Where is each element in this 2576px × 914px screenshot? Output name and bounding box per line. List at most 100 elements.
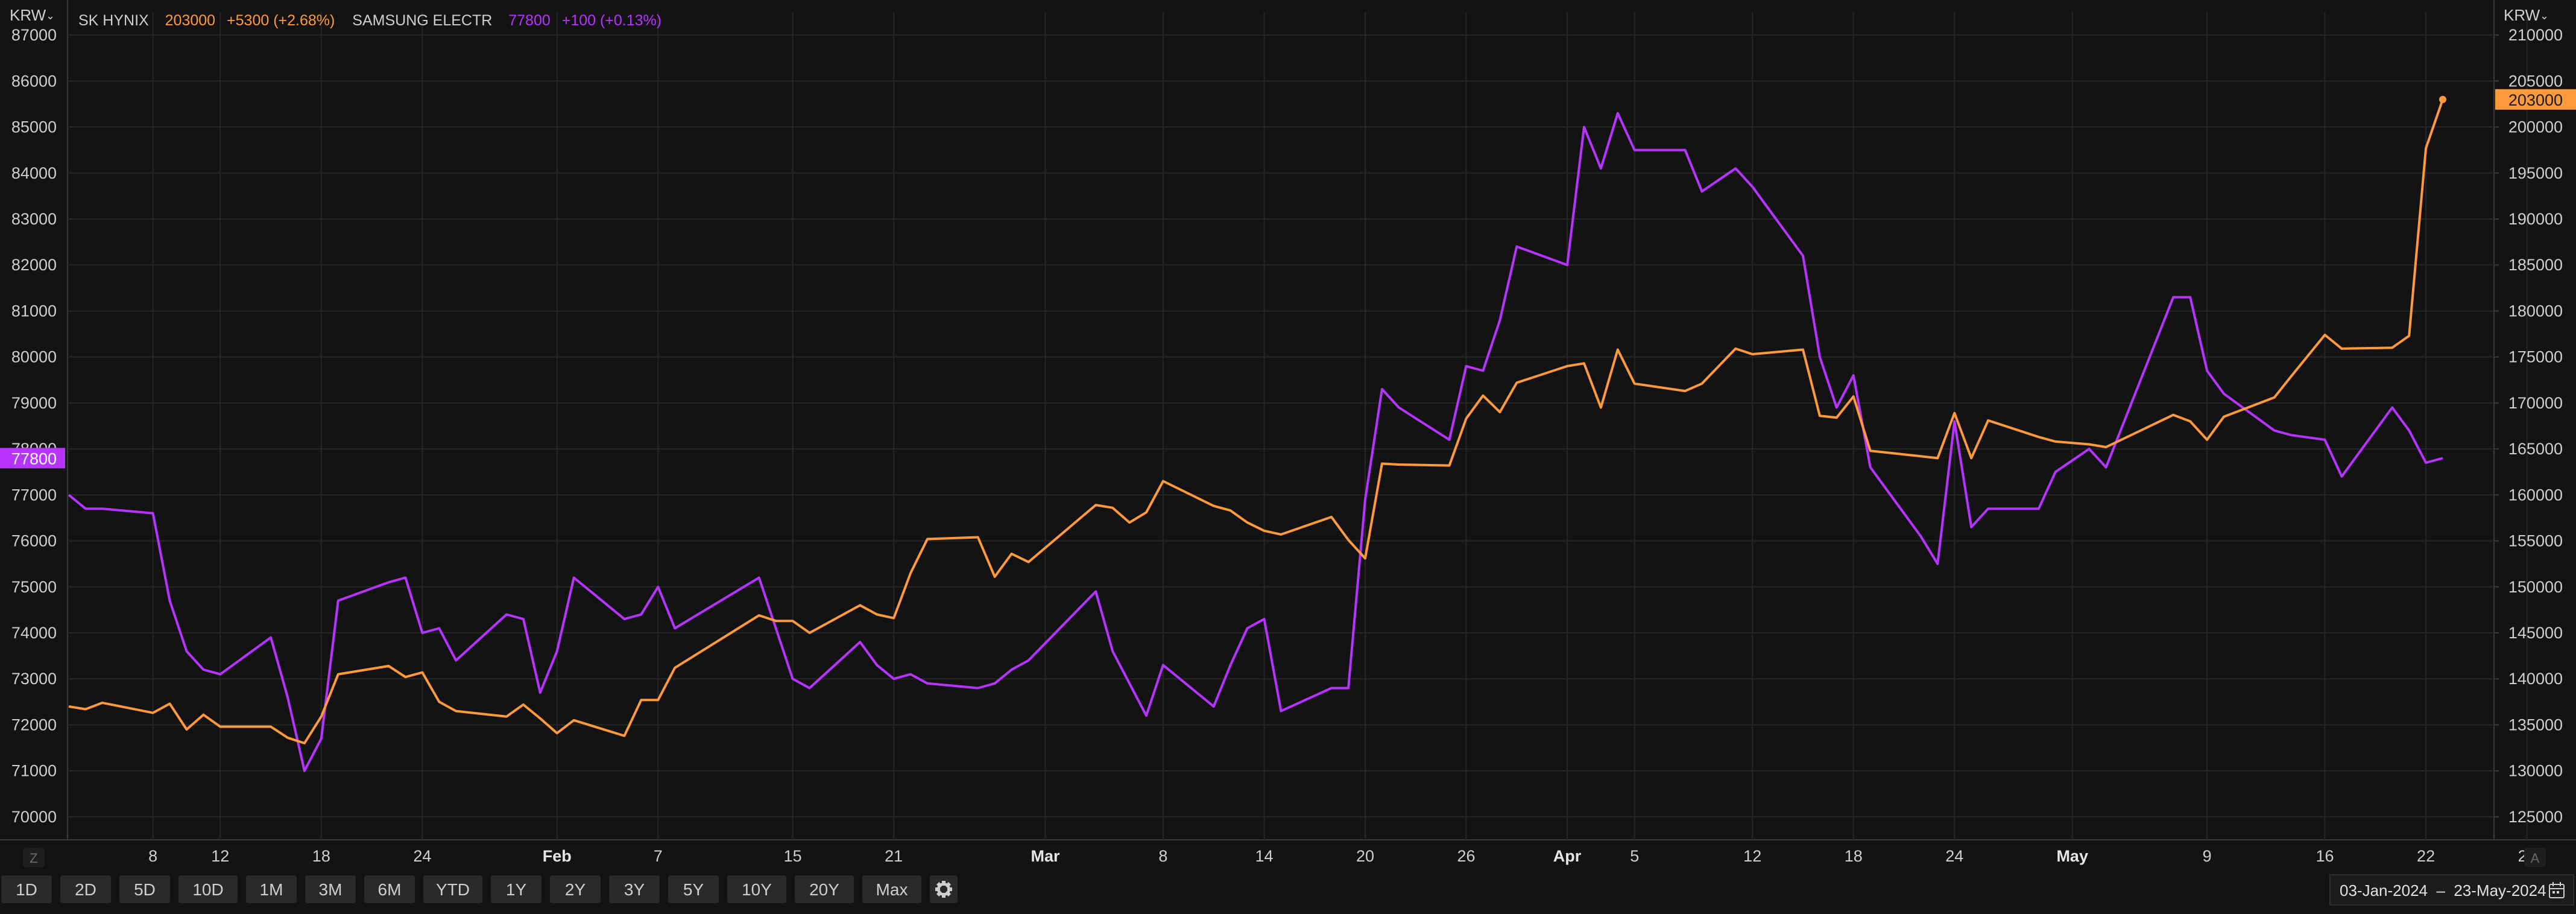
period-button-bg [491, 875, 541, 903]
period-button-bg [668, 875, 719, 903]
left-tick-label: 72000 [11, 716, 57, 734]
left-price-axis[interactable]: 70000 71000 72000 73000 74000 75000 76000 77000… [11, 26, 57, 826]
x-tick-label: 21 [885, 847, 903, 865]
period-button-ytd[interactable]: YTD [423, 875, 482, 903]
left-tick-label: 74000 [11, 624, 57, 642]
left-corner-label: Z [30, 851, 37, 866]
left-tick-label: 76000 [11, 532, 57, 550]
period-button-bg [1, 875, 52, 903]
x-tick-label: 20 [1356, 847, 1374, 865]
left-tick-label: 85000 [11, 118, 57, 136]
series-layer [68, 95, 2446, 772]
left-currency-chevron-icon[interactable]: ⌄ [46, 10, 55, 22]
series-line-sk-hynix[interactable] [68, 99, 2444, 744]
series-line-samsung-electr[interactable] [68, 112, 2443, 772]
left-tick-label: 84000 [11, 164, 57, 182]
right-tick-label: 140000 [2508, 670, 2563, 688]
period-button-3m[interactable]: 3M [305, 875, 356, 903]
right-price-axis[interactable]: 125000 130000 135000 140000 145000 150000 1550… [2494, 26, 2563, 826]
period-button-2y[interactable]: 2Y [550, 875, 601, 903]
right-axis-zoom-button[interactable]: A [2524, 848, 2546, 867]
settings-button-bg [930, 875, 958, 903]
right-corner-label: A [2531, 851, 2540, 866]
left-tick-label: 83000 [11, 210, 57, 228]
date-range-text[interactable]: 03-Jan-2024 – 23-May-2024 [2340, 881, 2546, 900]
right-tick-label: 155000 [2508, 532, 2563, 550]
legend-sk-hynix-name[interactable]: SK HYNIX [78, 12, 149, 29]
period-button-bg [119, 875, 170, 903]
period-button-5d[interactable]: 5D [119, 875, 170, 903]
period-button-bg [60, 875, 111, 903]
last-value-badge-sk-hynix [2495, 89, 2576, 110]
legend-sk-hynix-change: +5300 (+2.68%) [227, 12, 335, 29]
period-button-2d[interactable]: 2D [60, 875, 111, 903]
right-tick-label: 125000 [2508, 808, 2563, 826]
date-range-control[interactable]: 03-Jan-2024 – 23-May-2024 [2329, 874, 2574, 906]
left-tick-label: 71000 [11, 762, 57, 780]
period-button-10d[interactable]: 10D [178, 875, 238, 903]
right-tick-label: 150000 [2508, 578, 2563, 596]
last-value-text-sk-hynix: 203000 [2508, 91, 2563, 109]
period-button-bg [178, 875, 238, 903]
right-tick-label: 175000 [2508, 348, 2563, 366]
date-axis[interactable]: 8 12 18 24 Feb 7 15 21 Mar 8 14 20 26 Apr 5 12 18 24 May 9 1… [148, 847, 2536, 865]
right-tick-label: 160000 [2508, 486, 2563, 504]
grid-lines [0, 0, 2576, 840]
period-button-label: 10D [192, 880, 223, 899]
period-button-label: Max [876, 880, 908, 899]
right-currency-chevron-icon[interactable]: ⌄ [2540, 10, 2549, 22]
x-tick-label: 7 [654, 847, 663, 865]
x-tick-label: 24 [413, 847, 431, 865]
corner-controls: Z A [23, 848, 2546, 867]
right-tick-label: 205000 [2508, 72, 2563, 90]
x-tick-label: 12 [1743, 847, 1761, 865]
period-button-max[interactable]: Max [862, 875, 921, 903]
period-button-bg [246, 875, 297, 903]
date-range-box [2329, 874, 2574, 906]
x-tick-label: 18 [312, 847, 330, 865]
legend-samsung-last: 77800 [508, 12, 551, 29]
left-tick-label: 86000 [11, 72, 57, 90]
legend-samsung-name[interactable]: SAMSUNG ELECTR [352, 12, 492, 29]
gear-icon [935, 881, 952, 898]
period-button-label: 2D [75, 880, 96, 899]
right-tick-label: 185000 [2508, 256, 2563, 274]
last-point-sk-hynix[interactable] [2439, 95, 2446, 103]
period-button-20y[interactable]: 20Y [795, 875, 854, 903]
settings-button[interactable] [930, 875, 958, 903]
period-button-label: 1Y [506, 880, 527, 899]
right-tick-label: 145000 [2508, 624, 2563, 642]
period-button-1m[interactable]: 1M [246, 875, 297, 903]
period-button-bg [727, 875, 786, 903]
period-button-label: 1D [16, 880, 37, 899]
period-button-6m[interactable]: 6M [364, 875, 415, 903]
period-button-label: YTD [436, 880, 470, 899]
last-value-badge-samsung-electr [0, 448, 65, 469]
right-tick-label: 190000 [2508, 210, 2563, 228]
right-tick-label: 200000 [2508, 118, 2563, 136]
legend: SK HYNIX 203000 +5300 (+2.68%) SAMSUNG E… [78, 12, 661, 29]
x-tick-label: 22 [2417, 847, 2435, 865]
left-currency-label[interactable]: KRW [10, 6, 46, 24]
period-button-3y[interactable]: 3Y [609, 875, 660, 903]
period-button-10y[interactable]: 10Y [727, 875, 786, 903]
period-button-1d[interactable]: 1D [1, 875, 52, 903]
period-toolbar: 1D 2D 5D 10D 1M 3M 6M YTD 1Y 2Y 3Y 5Y 10Y 20Y Max [1, 875, 958, 903]
period-button-label: 3Y [624, 880, 645, 899]
left-tick-label: 79000 [11, 394, 57, 412]
left-axis-zoom-button[interactable]: Z [23, 848, 45, 867]
right-currency-label[interactable]: KRW [2504, 6, 2540, 24]
x-tick-label: 18 [1845, 847, 1863, 865]
x-tick-label: Mar [1031, 847, 1060, 865]
period-button-label: 20Y [809, 880, 839, 899]
calendar-icon[interactable] [2549, 882, 2565, 898]
period-button-1y[interactable]: 1Y [491, 875, 541, 903]
right-tick-label: 170000 [2508, 394, 2563, 412]
period-button-bg [609, 875, 660, 903]
left-tick-label: 87000 [11, 26, 57, 44]
right-tick-label: 135000 [2508, 716, 2563, 734]
period-button-5y[interactable]: 5Y [668, 875, 719, 903]
